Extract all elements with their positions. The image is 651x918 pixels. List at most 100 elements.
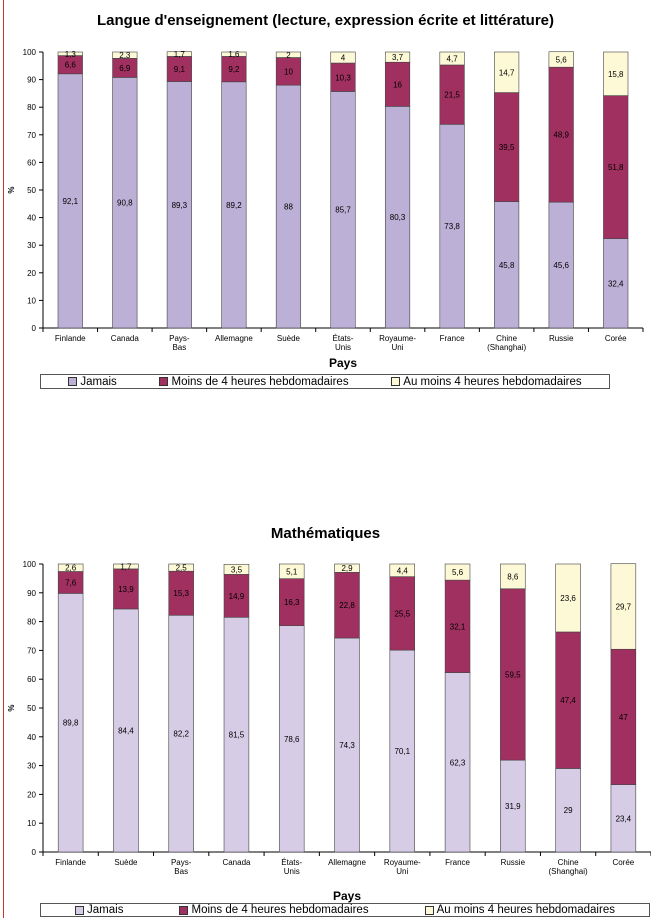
- bar-au-moins-4h-royaume-uni: [389, 563, 416, 577]
- bar-label-jamais-suede: 84,4: [118, 726, 134, 735]
- bar-jamais-canada: [112, 77, 138, 329]
- x-category-label-france: France: [445, 858, 470, 867]
- bar-label-au-moins-4h-coree: 29,7: [616, 602, 632, 611]
- x-axis-title: Pays: [333, 889, 361, 903]
- bar-label-jamais-chine-shanghai: 45,8: [499, 261, 515, 270]
- bar-label-moins-4h-russie: 48,9: [553, 131, 569, 140]
- bar-label-jamais-russie: 45,6: [553, 261, 569, 270]
- bar-au-moins-4h-allemagne: [221, 51, 247, 57]
- y-tick-label: 10: [27, 296, 36, 305]
- x-category-label-royaume-uni: Royaume-Uni: [384, 858, 421, 876]
- bar-jamais-allemagne: [221, 81, 247, 329]
- bar-au-moins-4h-suede: [275, 51, 302, 58]
- legend-label-jamais: Jamais: [80, 375, 117, 388]
- page-margin-rule: [3, 0, 4, 918]
- bar-label-moins-4h-finlande: 7,6: [65, 578, 77, 587]
- bar-label-au-moins-4h-pays-bas: 2,5: [176, 564, 188, 573]
- bar-label-moins-4h-france: 32,1: [450, 622, 466, 631]
- chart-title-langue: Langue d'enseignement (lecture, expressi…: [96, 12, 555, 29]
- bar-label-jamais-chine-shanghai: 29: [564, 806, 573, 815]
- legend-label-au-moins: Au moins 4 heures hebdomadaires: [436, 904, 615, 916]
- bar-label-au-moins-4h-finlande: 2,6: [65, 564, 77, 573]
- bar-label-jamais-royaume-uni: 70,1: [394, 747, 410, 756]
- bar-label-au-moins-4h-france: 4,7: [447, 54, 459, 63]
- bar-au-moins-4h-chine-shanghai: [555, 563, 581, 633]
- bar-jamais-etats-unis: [330, 91, 356, 329]
- y-tick-label: 90: [27, 589, 36, 598]
- bar-jamais-france: [439, 124, 465, 329]
- bar-au-moins-4h-russie: [500, 563, 526, 590]
- bar-label-jamais-france: 62,3: [450, 758, 466, 767]
- y-tick-label: 10: [27, 819, 36, 828]
- x-category-label-allemagne: Allemagne: [215, 334, 253, 343]
- bar-moins-4h-allemagne: [221, 56, 247, 83]
- legend-item-jamais: Jamais: [68, 375, 117, 388]
- bar-label-au-moins-4h-finlande: 1,3: [65, 50, 77, 59]
- bar-moins-4h-russie: [500, 588, 526, 761]
- bar-label-au-moins-4h-russie: 5,6: [556, 55, 568, 64]
- bar-label-au-moins-4h-canada: 2,3: [119, 51, 131, 60]
- bar-label-au-moins-4h-france: 5,6: [452, 568, 464, 577]
- bar-label-jamais-allemagne: 89,2: [226, 201, 242, 210]
- x-category-label-pays-bas: Pays-Bas: [171, 858, 192, 876]
- x-category-label-allemagne: Allemagne: [328, 858, 366, 867]
- bar-au-moins-4h-pays-bas: [166, 51, 192, 57]
- legend-swatch-moins: [159, 377, 169, 386]
- bar-label-jamais-etats-unis: 85,7: [335, 206, 351, 215]
- y-tick-label: 40: [27, 733, 36, 742]
- bar-label-moins-4h-allemagne: 9,2: [228, 65, 240, 74]
- x-category-label-france: France: [440, 334, 465, 343]
- bar-label-moins-4h-royaume-uni: 25,5: [394, 609, 410, 618]
- x-category-label-coree: Corée: [612, 858, 634, 867]
- y-axis-title: %: [7, 186, 16, 193]
- bar-label-au-moins-4h-allemagne: 1,6: [228, 50, 240, 59]
- bar-au-moins-4h-chine-shanghai: [494, 51, 520, 93]
- bar-label-moins-4h-coree: 47: [619, 713, 628, 722]
- legend-item-jamais: Jamais: [75, 904, 123, 916]
- bar-label-au-moins-4h-royaume-uni: 4,4: [397, 566, 409, 575]
- legend-swatch-jamais: [75, 905, 85, 915]
- bar-jamais-royaume-uni: [384, 106, 411, 329]
- y-tick-label: 100: [23, 48, 37, 57]
- bar-au-moins-4h-etats-unis: [330, 51, 356, 64]
- x-category-label-suede: Suède: [114, 858, 138, 867]
- bar-label-moins-4h-pays-bas: 9,1: [174, 65, 186, 74]
- y-tick-label: 50: [27, 704, 36, 713]
- legend-item-moins: Moins de 4 heures hebdomadaires: [179, 904, 369, 916]
- bar-label-au-moins-4h-russie: 8,6: [507, 572, 519, 581]
- bar-label-moins-4h-royaume-uni: 16: [393, 80, 402, 89]
- legend-langue: Jamais Moins de 4 heures hebdomadaires A…: [40, 374, 610, 389]
- y-tick-label: 100: [23, 560, 37, 569]
- bar-au-moins-4h-etats-unis: [278, 563, 305, 579]
- bar-moins-4h-royaume-uni: [389, 576, 416, 651]
- bar-jamais-suede: [113, 608, 139, 853]
- bar-label-jamais-pays-bas: 89,3: [172, 201, 188, 210]
- bar-jamais-coree: [603, 238, 629, 329]
- x-category-label-russie: Russie: [501, 858, 526, 867]
- bar-jamais-allemagne: [334, 637, 360, 853]
- chart-langue: 0 10 20 30 40 50 60 70 80 90 100% 92,1 6,6 1,3 Finland…: [7, 48, 644, 370]
- bar-label-moins-4h-chine-shanghai: 47,4: [560, 696, 576, 705]
- bar-moins-4h-canada: [223, 574, 250, 618]
- bar-label-jamais-canada: 81,5: [229, 731, 245, 740]
- bar-label-jamais-etats-unis: 78,6: [284, 735, 300, 744]
- bar-label-jamais-canada: 90,8: [117, 199, 133, 208]
- bar-au-moins-4h-suede: [113, 563, 139, 570]
- bar-au-moins-4h-pays-bas: [168, 563, 194, 572]
- legend-label-moins: Moins de 4 heures hebdomadaires: [191, 904, 369, 916]
- bar-au-moins-4h-coree: [610, 563, 637, 650]
- x-category-label-chine-shanghai: Chine (Shanghai): [549, 858, 588, 876]
- bar-jamais-russie: [500, 759, 526, 853]
- bar-label-au-moins-4h-royaume-uni: 3,7: [392, 53, 404, 62]
- legend-swatch-au-moins: [424, 905, 434, 915]
- bar-au-moins-4h-canada: [223, 563, 250, 575]
- bar-label-au-moins-4h-chine-shanghai: 23,6: [560, 594, 576, 603]
- bar-au-moins-4h-france: [444, 563, 471, 581]
- bar-moins-4h-royaume-uni: [384, 61, 411, 107]
- bar-label-moins-4h-france: 21,5: [444, 91, 460, 100]
- y-tick-label: 60: [27, 675, 36, 684]
- bar-label-jamais-suede: 88: [284, 203, 293, 212]
- bar-label-jamais-finlande: 89,8: [63, 719, 79, 728]
- bar-au-moins-4h-allemagne: [334, 563, 360, 573]
